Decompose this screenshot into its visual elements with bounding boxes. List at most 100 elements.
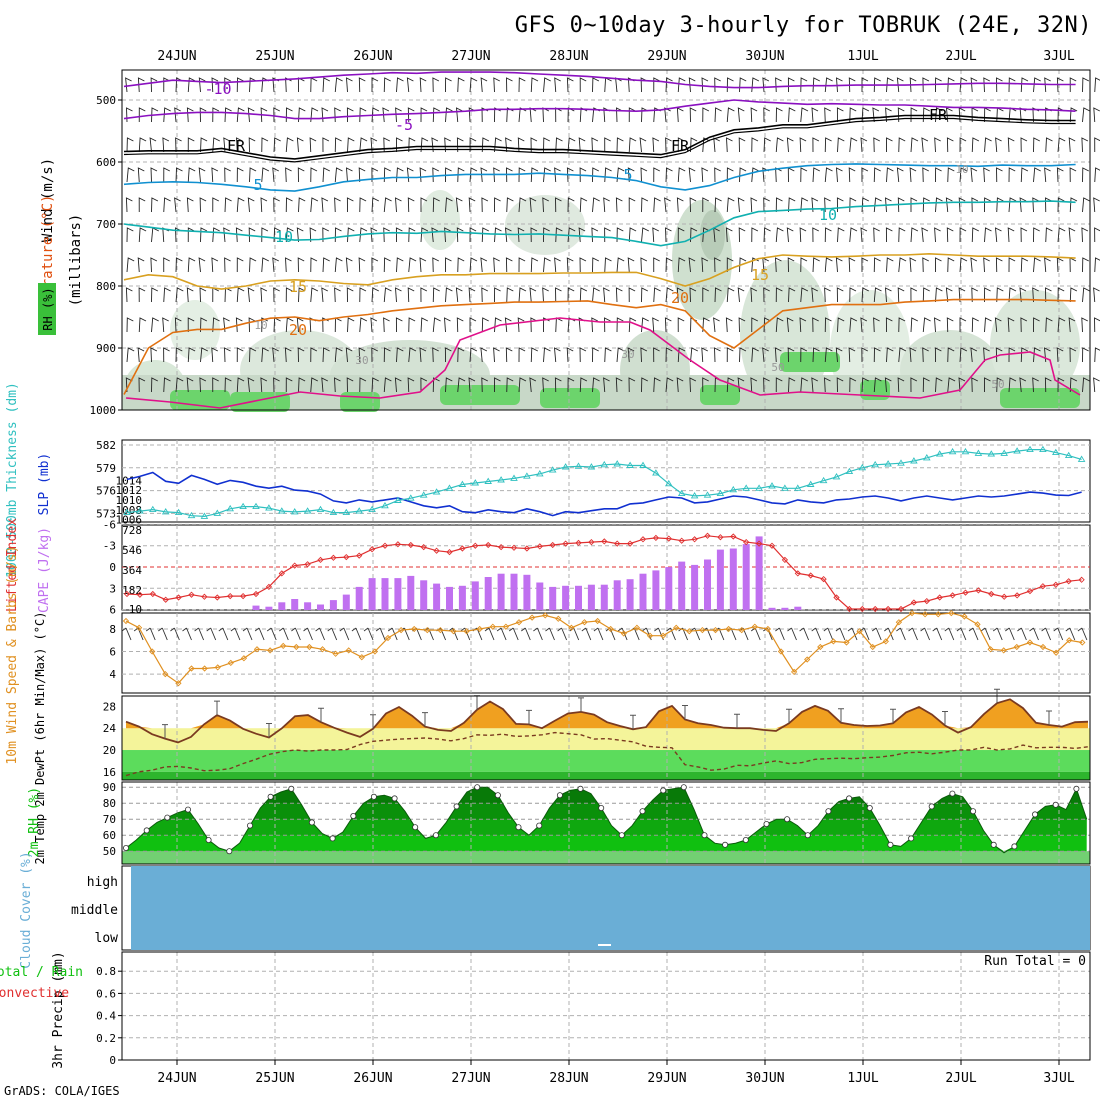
wind-barb-10m	[351, 627, 362, 641]
wind-speed-marker	[699, 626, 706, 634]
wind-barb	[224, 257, 231, 273]
lifted-index-marker	[368, 546, 376, 553]
lifted-index-marker	[910, 599, 918, 606]
wind-barb	[445, 77, 452, 93]
wind-barb	[481, 287, 489, 303]
wind-speed-marker	[1039, 643, 1047, 651]
y-tick-label-left: 582	[96, 439, 116, 452]
cape-bar	[794, 606, 802, 610]
thickness-marker	[690, 492, 699, 499]
cape-bar	[729, 548, 737, 610]
wind-barb	[334, 377, 341, 393]
thickness-marker	[213, 509, 222, 516]
wind-barb-10m	[375, 627, 386, 641]
wind-barb	[163, 107, 171, 123]
wind-barb	[248, 317, 256, 333]
thickness-marker	[265, 504, 273, 511]
wind-barb	[1008, 167, 1016, 183]
y-tick-label: low	[95, 931, 119, 946]
wind-barb	[886, 137, 893, 152]
wind-barb	[248, 137, 256, 153]
wind-barb	[358, 347, 366, 363]
minmax-whisker	[1046, 710, 1052, 725]
date-label-bottom: 24JUN	[157, 1071, 196, 1086]
lifted-index-marker	[601, 538, 608, 545]
contour-label: 10	[955, 163, 968, 176]
wind-barb	[676, 287, 684, 303]
wind-barb	[714, 167, 721, 183]
wind-barb	[321, 287, 329, 303]
wind-barb	[873, 137, 881, 153]
contour-line	[125, 317, 1081, 409]
wind-barb	[873, 167, 881, 183]
thickness-marker	[445, 484, 454, 491]
thickness-marker	[1052, 448, 1060, 456]
wind-barb	[151, 377, 159, 393]
wind-barb	[285, 167, 292, 183]
upper-air-panel: 500 600 700 800 900 1000 -10 -5 FR FR FR 5 5 10 10 15 15…	[38, 69, 1100, 417]
wind-barb	[359, 197, 367, 213]
thickness-marker	[368, 505, 376, 513]
wind-barb	[751, 347, 759, 363]
run-total-label: Run Total = 0	[984, 954, 1086, 969]
wind-barb	[223, 137, 231, 153]
wind-barb	[591, 137, 599, 153]
wind-barb	[677, 167, 686, 183]
cape-bar	[433, 583, 441, 610]
cape-bar	[549, 586, 557, 610]
lifted-index-marker	[833, 594, 840, 601]
contour-label: 5	[253, 176, 262, 194]
wind-barb	[310, 167, 318, 183]
lifted-index-marker	[768, 542, 776, 549]
wind-barb	[163, 347, 170, 363]
wind-barb	[200, 227, 208, 243]
rh-marker	[598, 805, 605, 812]
wind-barb	[175, 257, 183, 273]
wind-barb	[126, 137, 134, 153]
wind-barb	[812, 77, 821, 93]
wind-barb	[285, 77, 292, 93]
wind-barb	[370, 317, 378, 333]
wind-barb	[702, 197, 710, 213]
minmax-whisker	[422, 712, 428, 727]
wind-barb	[518, 77, 526, 93]
wind-barb	[676, 197, 684, 213]
rh-marker	[990, 841, 997, 848]
wind-speed-marker	[1013, 643, 1020, 651]
band-20-24	[122, 728, 1090, 751]
date-label-top: 27JUN	[451, 49, 490, 64]
wind-barb	[444, 347, 452, 363]
lifted-index-marker	[1078, 576, 1085, 583]
wind-barb	[652, 227, 660, 243]
y-tick-label: 24	[103, 722, 117, 735]
rh-marker	[804, 832, 811, 839]
y-tick-label: 500	[96, 94, 116, 107]
lifted-index-marker	[755, 540, 763, 547]
thickness-marker	[407, 494, 415, 501]
wind-barb	[420, 137, 429, 153]
minmax-whisker	[942, 711, 948, 726]
cape-bar	[510, 573, 518, 610]
wind-barb	[970, 77, 978, 93]
wind-barb	[1033, 137, 1041, 153]
wind-barb-10m	[932, 627, 943, 641]
wind-barb-10m	[968, 627, 979, 641]
cape-bar	[291, 599, 299, 610]
humidity-shading	[420, 190, 460, 250]
wind-barb	[432, 257, 440, 273]
y-axis-label-wind-10m: 10m Wind Speed & Barbs (m/s)	[5, 545, 20, 764]
date-label-bottom: 26JUN	[353, 1071, 392, 1086]
wind-barb	[934, 347, 942, 363]
wind-speed-marker	[1052, 649, 1060, 656]
wind-barb	[616, 347, 625, 363]
lifted-index-marker	[162, 596, 169, 603]
wind-barb	[543, 347, 551, 363]
wind-barb	[309, 137, 317, 153]
wind-barb	[383, 137, 391, 153]
wind-barb	[702, 107, 710, 123]
wind-barb	[1032, 197, 1040, 213]
wind-speed-marker	[293, 643, 300, 651]
wind-barb	[174, 197, 181, 213]
wind-barb	[151, 287, 159, 303]
